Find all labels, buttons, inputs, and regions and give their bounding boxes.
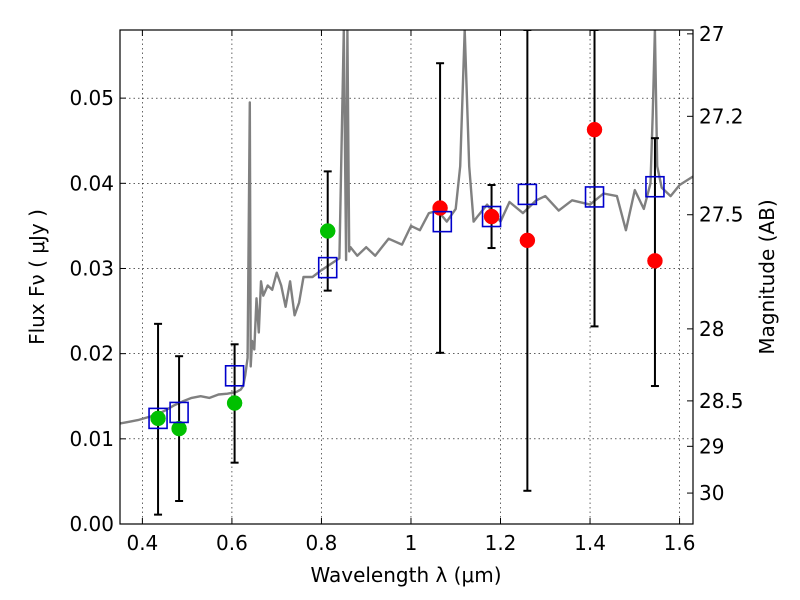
x-tick-label: 0.8 (306, 531, 338, 555)
grid-lines (120, 30, 693, 525)
model-point (169, 401, 189, 424)
x-tick-label: 1 (405, 531, 418, 555)
x-tick-label: 1.6 (664, 531, 696, 555)
mag-tick-label: 29 (699, 434, 724, 458)
spectrum-line (120, 30, 693, 425)
data-point (150, 410, 166, 427)
data-point (432, 200, 448, 216)
mag-tick-label: 27.2 (699, 104, 744, 128)
data-point (586, 121, 603, 138)
model-point (645, 175, 665, 198)
mag-tick-label: 27.5 (699, 203, 744, 227)
data-point (171, 420, 187, 437)
y-tick-label: 0.02 (69, 342, 114, 366)
x-tick-label: 1.2 (485, 531, 517, 555)
mag-tick-label: 28 (699, 317, 724, 341)
model-point (317, 256, 338, 279)
x-tick-label: 1.4 (574, 531, 606, 555)
x-tick-label: 0.4 (126, 531, 158, 555)
model-point (432, 210, 453, 233)
data-point (483, 208, 500, 225)
marker-layer (148, 121, 665, 437)
axis-ticks: 0.4 0.6 0.8 1 1.2 1.4 1.6 0.00 0.01 0.02 0.03 0.04 0… (69, 22, 743, 555)
mag-tick-label: 30 (699, 481, 724, 505)
model-point (224, 364, 245, 387)
y-tick-label: 0.01 (69, 427, 114, 451)
data-point (519, 232, 536, 249)
plot-frame (119, 29, 694, 525)
x-tick-label: 0.6 (216, 531, 248, 555)
model-point (481, 205, 502, 228)
data-point (647, 253, 663, 269)
model-point (148, 407, 168, 430)
model-point (517, 183, 538, 206)
x-axis-label: Wavelength λ (μm) (310, 563, 501, 587)
spectrum-layer (120, 30, 693, 425)
y-axis-label: Flux Fν ( μJy ) (25, 209, 49, 345)
data-point (319, 223, 336, 239)
data-point (226, 395, 243, 411)
plot-background (120, 30, 693, 524)
model-point (584, 186, 605, 208)
y-tick-label: 0.03 (69, 256, 114, 280)
y-tick-label: 0.04 (69, 171, 114, 195)
y-tick-label: 0.05 (69, 86, 114, 110)
mag-tick-label: 28.5 (699, 389, 744, 413)
y-tick-label: 0.00 (69, 512, 114, 536)
y2-axis-label: Magnitude (AB) (755, 199, 779, 354)
mag-tick-label: 27 (699, 22, 724, 46)
